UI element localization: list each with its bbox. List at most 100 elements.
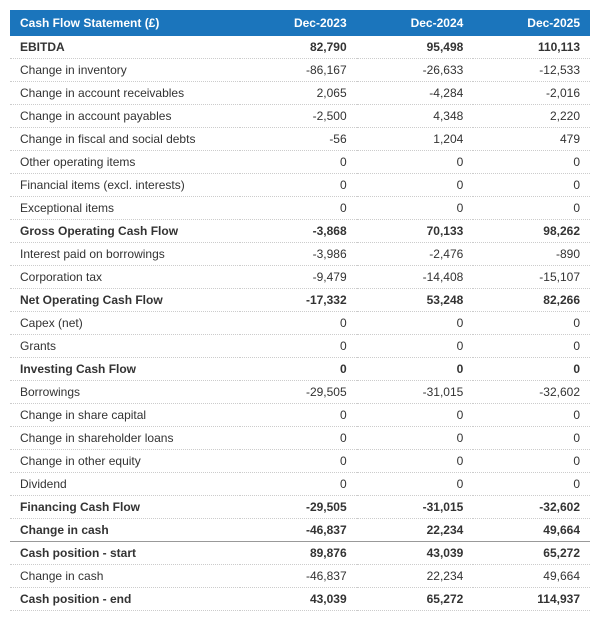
row-value-1: -17,332: [240, 289, 357, 312]
table-header-row: Cash Flow Statement (£) Dec-2023 Dec-202…: [10, 10, 590, 36]
row-value-2: -14,408: [357, 266, 474, 289]
header-col-2: Dec-2024: [357, 10, 474, 36]
row-value-2: 95,498: [357, 36, 474, 59]
row-value-1: 0: [240, 358, 357, 381]
row-label: Change in account receivables: [10, 82, 240, 105]
row-label: Financial items (excl. interests): [10, 174, 240, 197]
row-value-3: 0: [473, 197, 590, 220]
table-row: Change in account receivables2,065-4,284…: [10, 82, 590, 105]
row-label: Interest paid on borrowings: [10, 243, 240, 266]
row-value-3: -890: [473, 243, 590, 266]
row-value-3: 2,220: [473, 105, 590, 128]
header-col-1: Dec-2023: [240, 10, 357, 36]
row-value-3: 110,113: [473, 36, 590, 59]
row-label: Borrowings: [10, 381, 240, 404]
row-label: Change in shareholder loans: [10, 427, 240, 450]
table-row: Corporation tax-9,479-14,408-15,107: [10, 266, 590, 289]
row-label: Investing Cash Flow: [10, 358, 240, 381]
row-label: Change in share capital: [10, 404, 240, 427]
row-label: Change in other equity: [10, 450, 240, 473]
table-row: Capex (net)000: [10, 312, 590, 335]
row-value-2: -26,633: [357, 59, 474, 82]
row-label: EBITDA: [10, 36, 240, 59]
row-value-1: 0: [240, 312, 357, 335]
row-value-2: 0: [357, 404, 474, 427]
row-value-3: 0: [473, 450, 590, 473]
row-value-3: 114,937: [473, 588, 590, 611]
row-value-1: 0: [240, 174, 357, 197]
row-value-2: 0: [357, 427, 474, 450]
row-label: Corporation tax: [10, 266, 240, 289]
row-value-2: -31,015: [357, 496, 474, 519]
table-row: Exceptional items000: [10, 197, 590, 220]
row-label: Capex (net): [10, 312, 240, 335]
row-label: Net Operating Cash Flow: [10, 289, 240, 312]
table-row: Cash position - end43,03965,272114,937: [10, 588, 590, 611]
row-value-2: 0: [357, 473, 474, 496]
row-value-2: -31,015: [357, 381, 474, 404]
row-value-1: 0: [240, 151, 357, 174]
row-value-2: 0: [357, 312, 474, 335]
header-title: Cash Flow Statement (£): [10, 10, 240, 36]
row-value-2: 0: [357, 450, 474, 473]
row-value-2: 0: [357, 151, 474, 174]
row-value-3: -2,016: [473, 82, 590, 105]
row-value-1: 0: [240, 335, 357, 358]
row-value-3: 0: [473, 404, 590, 427]
table-row: Change in other equity000: [10, 450, 590, 473]
row-value-3: -15,107: [473, 266, 590, 289]
row-label: Gross Operating Cash Flow: [10, 220, 240, 243]
row-value-3: 0: [473, 358, 590, 381]
table-row: Change in inventory-86,167-26,633-12,533: [10, 59, 590, 82]
row-value-3: -12,533: [473, 59, 590, 82]
row-value-3: 0: [473, 427, 590, 450]
row-value-1: -2,500: [240, 105, 357, 128]
table-row: Grants000: [10, 335, 590, 358]
row-value-2: -4,284: [357, 82, 474, 105]
row-value-3: 82,266: [473, 289, 590, 312]
row-label: Cash position - start: [10, 542, 240, 565]
row-value-1: -46,837: [240, 519, 357, 542]
row-value-3: 49,664: [473, 565, 590, 588]
row-value-3: 0: [473, 312, 590, 335]
row-value-2: -2,476: [357, 243, 474, 266]
row-value-3: 0: [473, 473, 590, 496]
row-value-2: 22,234: [357, 565, 474, 588]
row-value-1: 0: [240, 197, 357, 220]
row-value-1: 0: [240, 450, 357, 473]
table-row: Interest paid on borrowings-3,986-2,476-…: [10, 243, 590, 266]
row-label: Exceptional items: [10, 197, 240, 220]
row-value-3: 49,664: [473, 519, 590, 542]
row-value-2: 0: [357, 197, 474, 220]
row-value-1: -29,505: [240, 381, 357, 404]
row-value-3: 0: [473, 335, 590, 358]
table-row: Net Operating Cash Flow-17,33253,24882,2…: [10, 289, 590, 312]
row-label: Cash position - end: [10, 588, 240, 611]
table-row: Change in cash-46,83722,23449,664: [10, 565, 590, 588]
row-label: Change in cash: [10, 565, 240, 588]
row-value-3: 479: [473, 128, 590, 151]
table-row: Cash position - start89,87643,03965,272: [10, 542, 590, 565]
table-row: Change in account payables-2,5004,3482,2…: [10, 105, 590, 128]
row-value-2: 53,248: [357, 289, 474, 312]
row-label: Financing Cash Flow: [10, 496, 240, 519]
row-value-3: -32,602: [473, 496, 590, 519]
row-value-2: 0: [357, 335, 474, 358]
table-row: Investing Cash Flow000: [10, 358, 590, 381]
row-value-3: -32,602: [473, 381, 590, 404]
table-row: Financial items (excl. interests)000: [10, 174, 590, 197]
row-value-1: -86,167: [240, 59, 357, 82]
row-value-2: 65,272: [357, 588, 474, 611]
table-row: Other operating items000: [10, 151, 590, 174]
table-row: Change in share capital000: [10, 404, 590, 427]
row-label: Change in fiscal and social debts: [10, 128, 240, 151]
table-row: EBITDA82,79095,498110,113: [10, 36, 590, 59]
row-value-1: 89,876: [240, 542, 357, 565]
row-value-1: 82,790: [240, 36, 357, 59]
row-value-2: 0: [357, 174, 474, 197]
row-label: Change in cash: [10, 519, 240, 542]
row-value-2: 70,133: [357, 220, 474, 243]
table-row: Financing Cash Flow-29,505-31,015-32,602: [10, 496, 590, 519]
row-value-3: 65,272: [473, 542, 590, 565]
row-label: Change in account payables: [10, 105, 240, 128]
